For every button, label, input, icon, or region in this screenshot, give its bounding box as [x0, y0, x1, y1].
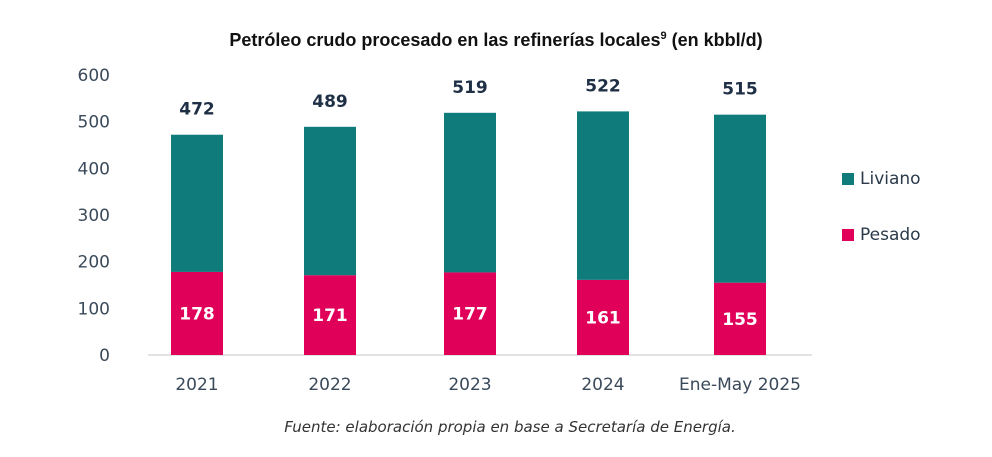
y-tick-label: 500 — [78, 113, 110, 133]
y-tick-label: 600 — [78, 66, 110, 86]
bar-pesado — [171, 271, 223, 355]
y-tick-label: 300 — [78, 206, 110, 226]
legend-label-pesado: Pesado — [860, 225, 921, 245]
x-tick-label: 2023 — [448, 375, 491, 395]
data-label-pesado: 155 — [722, 310, 758, 330]
y-tick-label: 100 — [78, 299, 110, 319]
data-label-pesado: 178 — [179, 304, 215, 324]
bar-pesado — [714, 282, 766, 355]
bar-liviano — [304, 126, 356, 276]
chart-title: Petróleo crudo procesado en las refinerí… — [229, 30, 762, 50]
chart-title-suffix: (en kbbl/d) — [667, 30, 763, 50]
data-label-total: 489 — [312, 92, 348, 112]
data-label-pesado: 177 — [452, 305, 488, 325]
y-tick-label: 200 — [78, 253, 110, 273]
y-axis: 0 100 200 300 400 500 600 — [78, 66, 110, 366]
bar-liviano — [171, 134, 223, 272]
bar-liviano — [577, 111, 629, 280]
legend-swatch-liviano — [842, 173, 854, 185]
bars: 178 472 171 489 177 519 161 522 155 515 — [171, 76, 766, 355]
source-note: Fuente: elaboración propia en base a Sec… — [284, 418, 736, 436]
chart-title-main: Petróleo crudo procesado en las refinerí… — [229, 30, 660, 50]
data-label-total: 522 — [585, 76, 621, 96]
legend: Liviano Pesado — [842, 169, 921, 245]
legend-label-liviano: Liviano — [860, 169, 921, 189]
x-tick-label: 2022 — [308, 375, 351, 395]
x-tick-label: 2024 — [581, 375, 624, 395]
x-tick-label: Ene-May 2025 — [679, 375, 801, 395]
x-tick-label: 2021 — [175, 375, 218, 395]
y-tick-label: 400 — [78, 159, 110, 179]
chart-title-superscript: 9 — [661, 30, 667, 42]
bar-liviano — [444, 112, 496, 273]
data-label-pesado: 171 — [312, 306, 348, 326]
data-label-total: 519 — [452, 78, 488, 98]
bar-liviano — [714, 114, 766, 283]
bar-pesado — [444, 272, 496, 355]
bar-pesado — [304, 275, 356, 355]
y-tick-label: 0 — [99, 346, 110, 366]
x-axis: 2021 2022 2023 2024 Ene-May 2025 — [175, 375, 801, 395]
data-label-total: 472 — [179, 100, 215, 120]
data-label-pesado: 161 — [585, 308, 621, 328]
data-label-total: 515 — [722, 80, 758, 100]
bar-pesado — [577, 279, 629, 355]
legend-swatch-pesado — [842, 229, 854, 241]
